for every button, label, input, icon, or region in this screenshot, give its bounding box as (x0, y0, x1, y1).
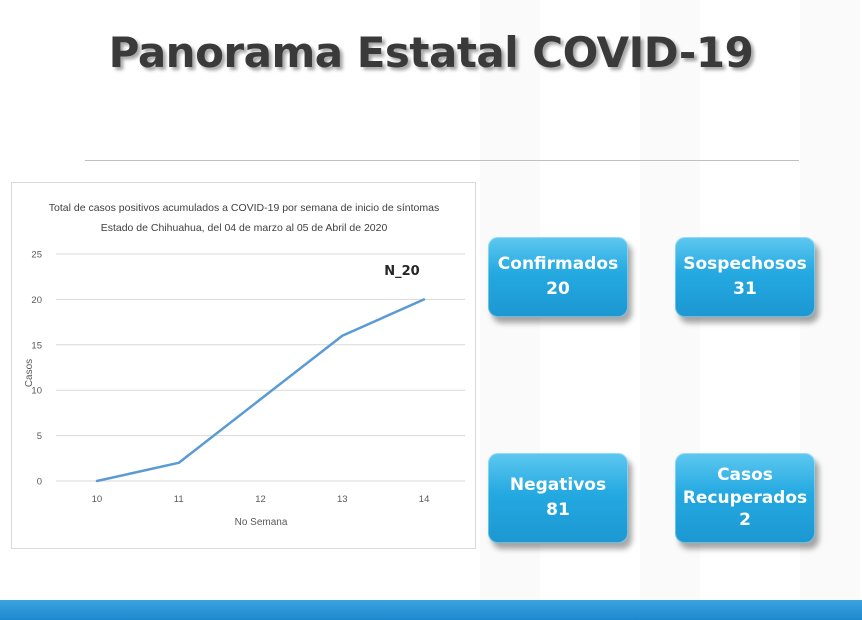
negative-value: 81 (546, 500, 570, 520)
x-tick-label: 11 (174, 494, 184, 505)
line-chart: Total de casos positivos acumulados a CO… (24, 202, 465, 528)
confirmed-value: 20 (546, 279, 570, 299)
footer-bar (0, 600, 862, 620)
negative-card: Negativos 81 (488, 453, 628, 543)
confirmed-label: Confirmados (497, 254, 619, 275)
y-tick-label: 0 (37, 477, 42, 488)
data-point (177, 461, 180, 465)
x-tick-labels: 10 11 12 13 14 (92, 494, 430, 505)
x-axis-label: No Semana (235, 517, 288, 528)
title-divider (85, 160, 799, 161)
recovered-label-line1: Casos (717, 464, 773, 485)
data-point (95, 479, 99, 483)
suspected-card: Sospechosos 31 (675, 237, 815, 317)
x-tick-label: 13 (337, 494, 348, 505)
x-tick-label: 14 (419, 494, 430, 505)
x-tick-label: 12 (255, 494, 266, 505)
series-layer (95, 298, 426, 483)
confirmed-card: Confirmados 20 (488, 237, 628, 317)
x-tick-label: 10 (92, 494, 103, 505)
y-tick-labels: 0 5 10 15 20 25 (31, 250, 42, 488)
data-point (259, 398, 262, 401)
y-tick-label: 5 (37, 431, 42, 442)
suspected-value: 31 (733, 279, 757, 299)
chart-container: Total de casos positivos acumulados a CO… (11, 182, 476, 549)
page-title: Panorama Estatal COVID-19 (108, 28, 754, 77)
data-point (341, 334, 344, 337)
gridlines (56, 253, 465, 482)
y-tick-label: 20 (31, 295, 42, 306)
y-tick-label: 15 (31, 340, 42, 351)
data-point (422, 298, 426, 301)
y-tick-label: 10 (31, 386, 42, 397)
recovered-card: Casos Recuperados 2 (675, 453, 815, 543)
y-tick-label: 25 (31, 250, 42, 261)
recovered-value: 2 (739, 510, 751, 531)
chart-title-line1: Total de casos positivos acumulados a CO… (49, 202, 439, 214)
suspected-label: Sospechosos (683, 254, 807, 275)
chart-annotation: N_20 (384, 264, 419, 279)
chart-title-line2: Estado de Chihuahua, del 04 de marzo al … (101, 222, 388, 234)
y-axis-label: Casos (24, 359, 35, 387)
recovered-label-line2: Recuperados (682, 487, 808, 508)
negative-label: Negativos (509, 475, 607, 496)
